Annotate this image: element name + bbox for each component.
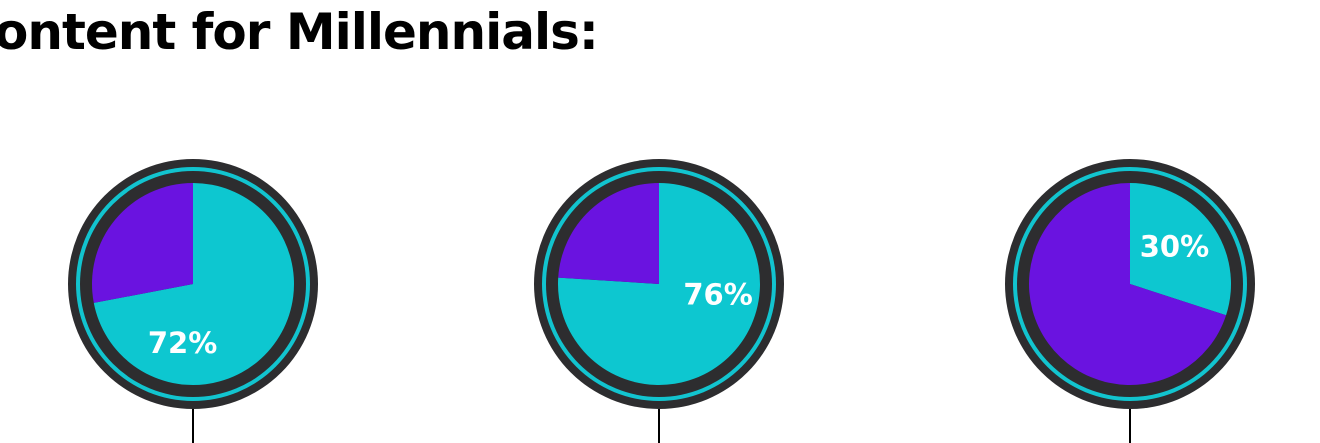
pie-slice-purple: [1028, 183, 1227, 385]
pie-slice-purple: [558, 182, 659, 284]
pie-slice-teal: [93, 182, 294, 385]
pie-chart-3: 30%: [1005, 159, 1255, 443]
page-heading: ontent for Millennials:: [0, 3, 599, 61]
pie-percent-label: 72%: [148, 326, 217, 360]
pie-slice-purple: [92, 183, 193, 303]
pie-chart-2: 76%: [534, 159, 784, 443]
pie-percent-label: 76%: [683, 277, 752, 311]
pie-percent-label: 30%: [1140, 230, 1209, 264]
pie-chart-1: 72%: [68, 159, 318, 443]
pie-slice-teal: [1130, 183, 1231, 316]
